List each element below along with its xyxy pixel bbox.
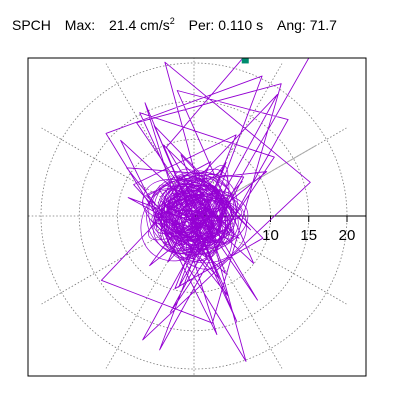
motion-core-loop xyxy=(146,179,221,254)
radial-tick-label: 15 xyxy=(300,227,317,244)
reference-spoke xyxy=(220,144,317,202)
radial-tick-label: 20 xyxy=(339,227,356,244)
station-code: SPCH xyxy=(12,17,51,33)
radial-tick-label: 10 xyxy=(262,227,279,244)
max-label: Max: xyxy=(64,17,96,33)
per-label: Per: xyxy=(188,17,215,33)
plot-frame xyxy=(27,57,367,377)
grid-spoke xyxy=(226,234,347,305)
motion-core-loop xyxy=(168,175,235,241)
motion-core-loop xyxy=(160,194,249,255)
motion-core-loop xyxy=(171,183,202,246)
ang-value: 71.7 xyxy=(309,17,337,33)
motion-core-loop xyxy=(155,185,212,252)
motion-core-loop xyxy=(153,183,218,234)
motion-core-loop xyxy=(140,177,224,262)
grid-spoke xyxy=(41,127,162,198)
motion-core-loop xyxy=(161,185,208,235)
motion-core-loop xyxy=(153,172,225,241)
motion-core-loop xyxy=(185,196,210,216)
motion-core-loop xyxy=(163,172,238,239)
per-value: 0.110 s xyxy=(218,17,264,33)
max-value: 21.4 xyxy=(109,17,137,33)
max-unit: cm/s2 xyxy=(140,16,175,33)
header-readout: SPCH Max: 21.4 cm/s2 Per: 0.110 s Ang: 7… xyxy=(12,16,337,33)
peak-marker xyxy=(241,58,249,64)
motion-core-loop xyxy=(174,198,232,255)
motion-core-loop xyxy=(189,211,221,241)
grid-spoke xyxy=(105,248,176,369)
ang-label: Ang: xyxy=(277,17,306,33)
max-unit-exponent: 2 xyxy=(169,16,175,26)
motion-core-loop xyxy=(168,192,216,247)
motion-core-loop xyxy=(161,179,227,263)
motion-trace xyxy=(100,58,311,362)
motion-core-loop xyxy=(141,188,233,228)
plot-area: 10 15 20 xyxy=(28,58,366,376)
grid-spoke xyxy=(41,234,162,305)
